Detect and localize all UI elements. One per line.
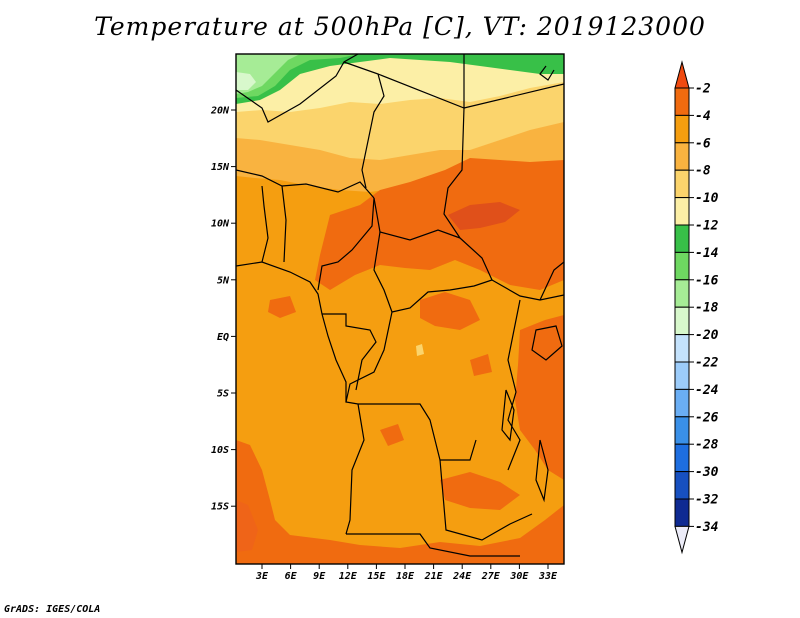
field-warm-north-central <box>315 158 564 290</box>
colorbar-bottom-arrow <box>674 525 690 555</box>
y-tick-label: EQ <box>217 332 229 343</box>
field-band-minus20 <box>236 72 256 90</box>
border-drc-east <box>507 299 521 471</box>
y-tick-label: 5S <box>217 389 229 400</box>
field-speckle-1 <box>268 296 296 318</box>
field-warm-patch-mid <box>420 292 480 330</box>
colorbar-segment <box>674 114 690 144</box>
colorbar-segment <box>674 306 690 336</box>
border-nigeria-cameroon <box>317 197 375 291</box>
x-tick-label: 9E <box>313 571 326 582</box>
colorbar-level-label: -16 <box>695 273 719 288</box>
colorbar-segment <box>674 251 690 281</box>
y-tick-label: 5N <box>217 275 230 286</box>
border-ghana-togo <box>261 185 269 263</box>
x-tick-label: 3E <box>255 571 269 582</box>
border-chad-sudan <box>443 107 465 239</box>
colorbar-segment <box>674 361 690 390</box>
y-tick-label: 10S <box>211 445 229 456</box>
field-warm-patch-south <box>440 472 520 510</box>
border-zambia-south <box>439 459 533 541</box>
field-hot-minus2-west <box>236 500 258 552</box>
temperature-field <box>236 54 564 564</box>
colorbar-level-label: -4 <box>695 109 711 124</box>
colorbar-segment <box>674 334 690 363</box>
colorbar-level-label: -28 <box>695 438 719 453</box>
field-warm-southwest <box>236 440 564 564</box>
y-tick-label: 15N <box>211 162 230 173</box>
border-chad-car <box>373 197 461 241</box>
colorbar-segment <box>674 498 690 527</box>
border-niger-nigeria <box>236 169 375 199</box>
field-speckle-4 <box>416 344 424 356</box>
border-gabon-congo <box>322 313 377 391</box>
colorbar-segment <box>674 224 690 253</box>
border-south-sudan <box>491 279 564 301</box>
border-lake-victoria <box>531 325 563 361</box>
x-tick-label: 33E <box>538 571 558 582</box>
field-warm-east <box>515 315 564 480</box>
map-title: Temperature at 500hPa [C], VT: 201912300… <box>94 12 706 41</box>
colorbar-segment <box>674 197 690 226</box>
colorbar-level-label: -34 <box>695 520 719 535</box>
colorbar-level-label: -10 <box>695 191 719 206</box>
border-car-cameroon <box>373 231 393 313</box>
colorbar-level-label: -6 <box>695 136 711 151</box>
colorbar-level-label: -8 <box>695 164 711 179</box>
y-axis-ticks: 20N 15N 10N 5N EQ 5S 10S 15S <box>210 106 236 513</box>
x-tick-label: 30E <box>509 571 529 582</box>
colorbar-level-label: -12 <box>695 219 719 234</box>
border-ethiopia <box>539 261 564 301</box>
colorbar-segment <box>674 142 690 171</box>
y-tick-label: 10N <box>211 219 230 230</box>
border-egypt-sudan <box>463 83 564 109</box>
colorbar-segment <box>674 87 690 116</box>
border-angola-zambia <box>345 403 365 535</box>
colorbar-segment <box>674 169 690 199</box>
colorbar-top-arrow <box>674 60 690 89</box>
colorbar-segment <box>674 471 690 500</box>
x-tick-label: 6E <box>285 571 298 582</box>
colorbar-segment <box>674 388 690 418</box>
border-lake-malawi <box>535 439 549 503</box>
x-tick-label: 15E <box>367 571 386 582</box>
border-car-sudan <box>391 237 493 313</box>
colorbar-level-label: -32 <box>695 493 719 508</box>
x-tick-label: 18E <box>396 571 415 582</box>
x-tick-label: 12E <box>339 571 358 582</box>
x-tick-label: 24E <box>452 571 472 582</box>
map-frame <box>235 53 565 565</box>
colorbar-segment <box>674 443 690 473</box>
country-borders <box>236 54 564 557</box>
border-libya-niger <box>343 61 385 189</box>
colorbar-level-label: -22 <box>695 356 719 371</box>
border-benin <box>281 185 287 263</box>
colorbar-level-label: -24 <box>695 383 719 398</box>
border-lake-tanganyika <box>501 389 515 442</box>
x-tick-label: 27E <box>481 571 501 582</box>
x-tick-label: 21E <box>424 571 444 582</box>
field-speckle-3 <box>470 354 492 376</box>
x-axis-ticks: 3E 6E 9E 12E 15E 18E 21E 24E 27E 30E 33E <box>255 564 558 582</box>
colorbar: -2 -4 -6 -8 -10 -12 -14 -16 -18 -20 -22 -24 -26 -28 -3… <box>674 60 719 555</box>
colorbar-segment <box>674 416 690 445</box>
border-namibia <box>346 533 520 557</box>
field-speckle-2 <box>380 424 404 446</box>
colorbar-level-label: -18 <box>695 301 719 316</box>
field-hot-minus2-core <box>448 202 520 230</box>
border-coast-west <box>236 261 347 402</box>
grads-credit: GrADS: IGES/COLA <box>4 604 101 615</box>
colorbar-level-label: -20 <box>695 328 719 343</box>
colorbar-level-label: -2 <box>695 82 711 97</box>
colorbar-segment <box>674 279 690 308</box>
field-band-minus14 <box>236 54 564 104</box>
y-tick-label: 15S <box>211 502 229 513</box>
colorbar-level-label: -14 <box>695 246 719 261</box>
y-tick-label: 20N <box>210 106 230 117</box>
colorbar-level-label: -30 <box>695 465 719 480</box>
colorbar-level-label: -26 <box>695 410 719 425</box>
border-red-sea-coast <box>539 65 555 81</box>
